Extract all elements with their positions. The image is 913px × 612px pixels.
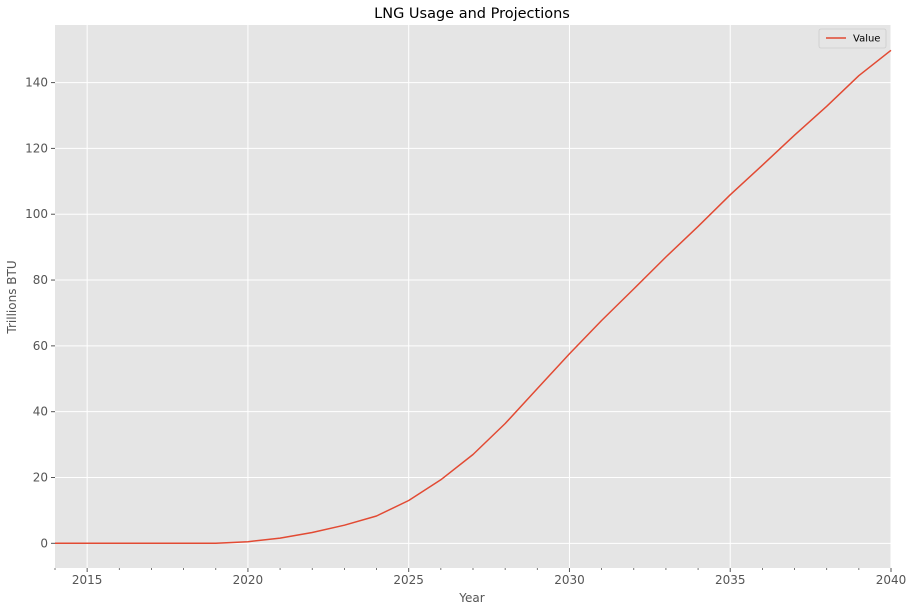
x-tick-label: 2030	[554, 573, 585, 587]
x-tick-label: 2035	[715, 573, 746, 587]
y-tick-label: 20	[33, 471, 48, 485]
plot-background	[55, 25, 891, 568]
y-tick-label: 60	[33, 339, 48, 353]
chart-title: LNG Usage and Projections	[374, 6, 570, 22]
series	[55, 49, 892, 545]
x-axis-label: Year	[458, 591, 484, 605]
y-tick-label: 140	[25, 76, 48, 90]
y-tick-label: 100	[25, 207, 48, 221]
y-tick-label: 40	[33, 405, 48, 419]
y-tick-label: 0	[40, 536, 48, 550]
x-tick-label: 2040	[876, 573, 907, 587]
x-tick-label: 2020	[233, 573, 264, 587]
y-tick-label: 120	[25, 141, 48, 155]
legend-box	[818, 28, 887, 49]
series-line	[55, 49, 892, 545]
ticks: 2015 2020 2025 2030 2035 20400204060801001201…	[25, 76, 906, 587]
x-tick-label: 2015	[72, 573, 103, 587]
legend: Value	[818, 28, 887, 49]
y-axis-label: Trillions BTU	[5, 260, 19, 334]
x-tick-label: 2025	[393, 573, 424, 587]
y-tick-label: 80	[33, 273, 48, 287]
grid	[55, 25, 892, 568]
legend-label: Value	[853, 34, 880, 45]
